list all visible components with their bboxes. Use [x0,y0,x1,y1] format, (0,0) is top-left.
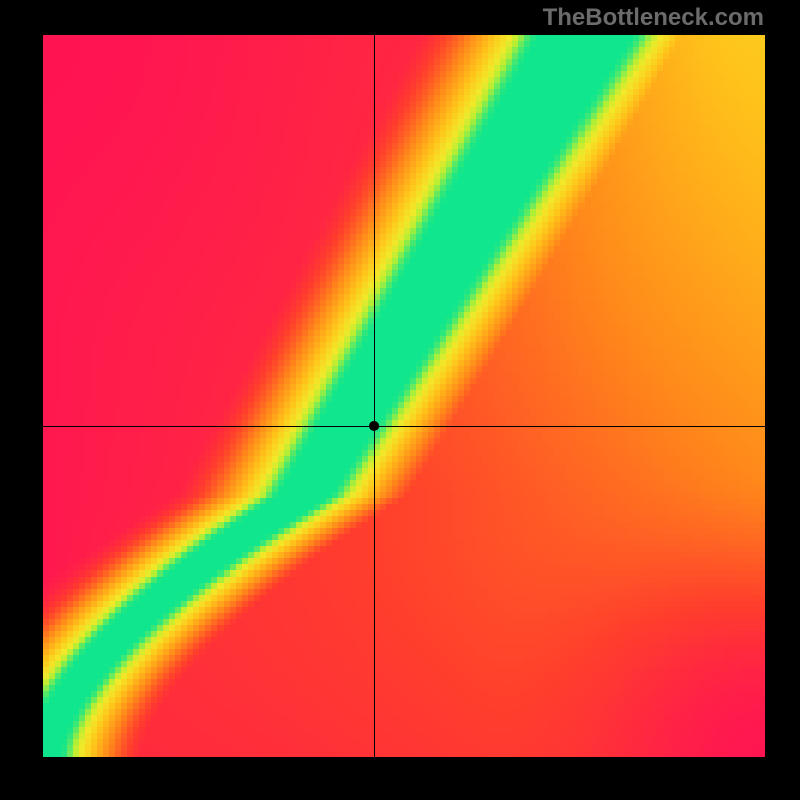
chart-container: TheBottleneck.com [0,0,800,800]
bottleneck-heatmap [43,35,765,757]
watermark-text: TheBottleneck.com [543,4,764,32]
